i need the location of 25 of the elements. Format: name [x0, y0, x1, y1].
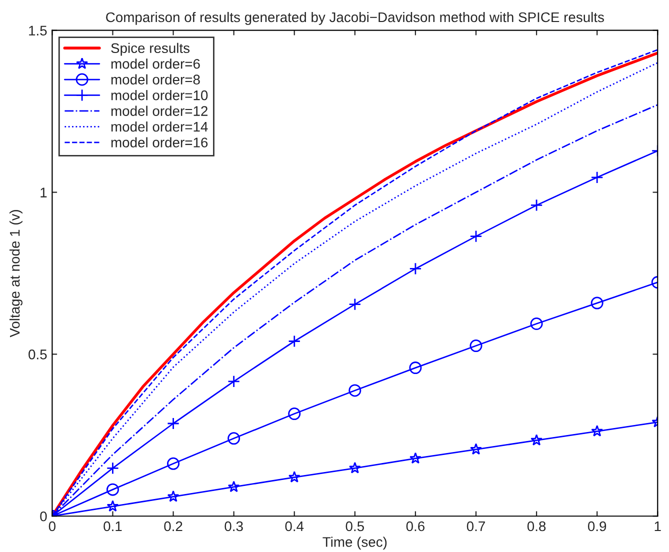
y-tick-label: 1 [40, 188, 47, 198]
x-tick-label: 0 [48, 521, 56, 532]
x-tick-label: 0.6 [406, 521, 424, 532]
x-tick-label: 1 [654, 521, 661, 532]
chart-title: Comparison of results generated by Jacobi−Davidson method with SPICE results [106, 12, 604, 25]
legend-label: model order=12 [111, 106, 208, 116]
x-tick-label: 0.1 [104, 521, 122, 532]
x-tick-label: 0.8 [527, 521, 546, 532]
legend-label: model order=8 [111, 74, 200, 85]
x-axis-title: Time (sec) [322, 536, 387, 550]
y-axis-title: Voltage at node 1 (v) [10, 210, 22, 338]
y-tick-label: 0 [40, 511, 47, 522]
y-tick-label: 0.5 [28, 350, 47, 360]
x-tick-label: 0.4 [285, 521, 304, 532]
legend-label: Spice results [111, 42, 190, 56]
legend-label: model order=14 [111, 121, 208, 132]
legend-label: model order=10 [111, 90, 208, 100]
x-tick-label: 0.9 [588, 521, 606, 532]
x-tick-label: 0.5 [346, 521, 364, 532]
x-tick-label: 0.3 [224, 521, 243, 532]
legend-label: model order=6 [111, 58, 200, 69]
x-tick-label: 0.7 [466, 521, 485, 532]
y-tick-label: 1.5 [29, 26, 47, 36]
x-tick-label: 0.2 [164, 521, 182, 532]
legend-label: model order=16 [111, 137, 208, 148]
